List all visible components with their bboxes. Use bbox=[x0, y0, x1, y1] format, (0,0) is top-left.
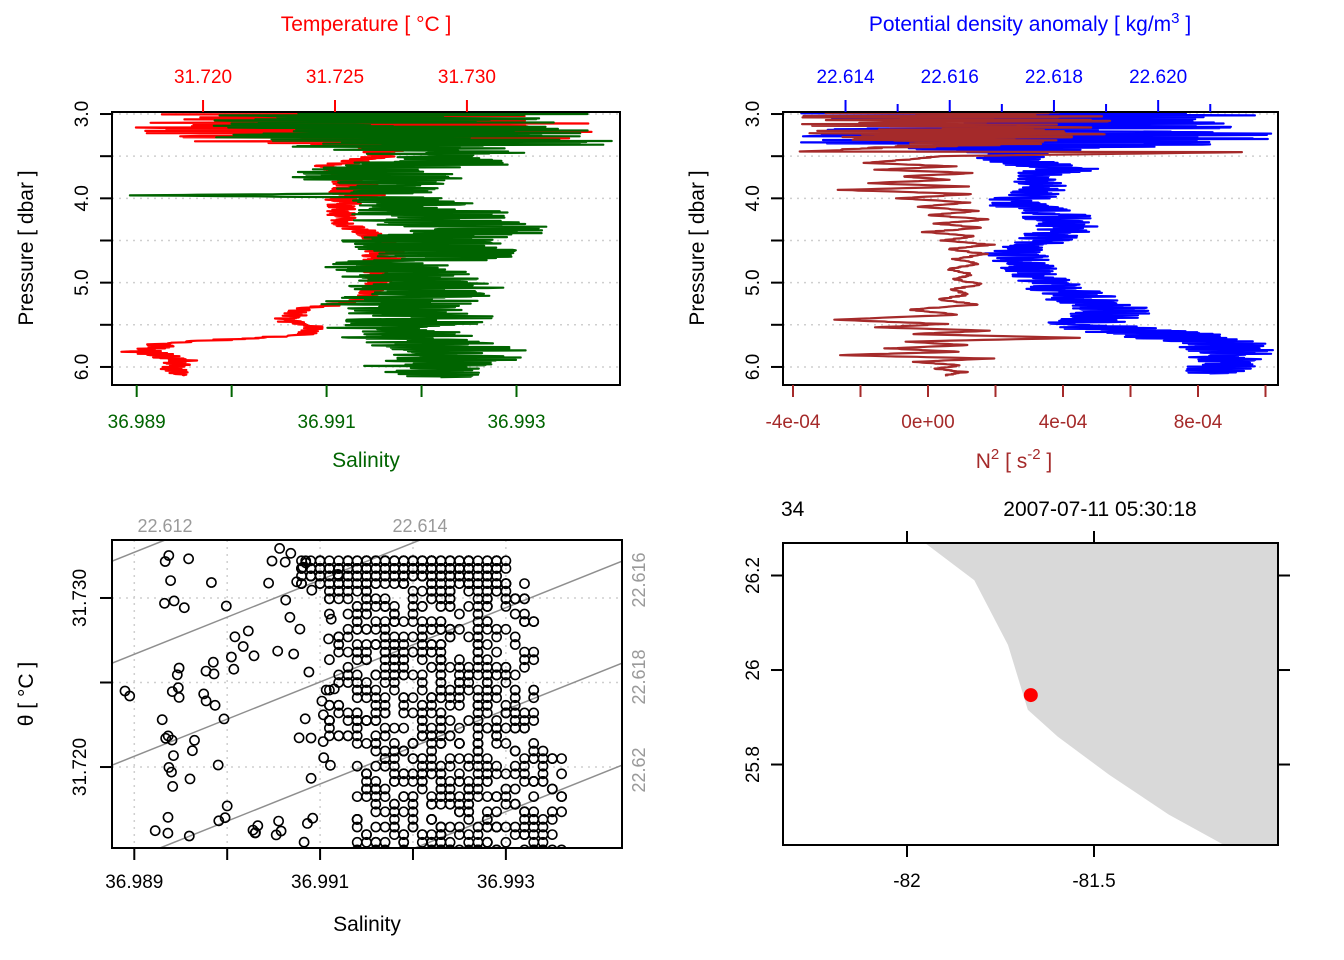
svg-text:36.991: 36.991 bbox=[298, 412, 356, 433]
svg-text:6.0: 6.0 bbox=[743, 354, 764, 380]
svg-text:-81.5: -81.5 bbox=[1072, 871, 1115, 892]
svg-text:31.720: 31.720 bbox=[174, 67, 232, 88]
svg-text:36.989: 36.989 bbox=[105, 872, 163, 893]
svg-text:5.0: 5.0 bbox=[743, 269, 764, 295]
svg-text:31.725: 31.725 bbox=[306, 67, 364, 88]
svg-text:3.0: 3.0 bbox=[72, 101, 93, 127]
station-number-label: 34 bbox=[781, 498, 805, 521]
svg-text:31.720: 31.720 bbox=[70, 738, 91, 796]
svg-text:22.616: 22.616 bbox=[921, 67, 979, 88]
svg-text:-4e-04: -4e-04 bbox=[766, 412, 821, 433]
svg-text:4e-04: 4e-04 bbox=[1039, 412, 1088, 433]
svg-text:0e+00: 0e+00 bbox=[901, 412, 954, 433]
n2-axis-title: N2 [ s-2 ] bbox=[976, 446, 1053, 473]
panel-temperature-salinity-profile: 3.0 4.0 5.0 6.0 31.720 31.725 31.730 36.989 36.9… bbox=[72, 67, 621, 433]
svg-text:26: 26 bbox=[743, 659, 764, 680]
svg-text:36.993: 36.993 bbox=[477, 872, 535, 893]
svg-text:22.612: 22.612 bbox=[137, 516, 192, 536]
svg-text:22.620: 22.620 bbox=[1129, 67, 1187, 88]
svg-text:36.993: 36.993 bbox=[487, 412, 545, 433]
salinity-axis-title-top-left: Salinity bbox=[332, 449, 400, 472]
svg-text:4.0: 4.0 bbox=[743, 185, 764, 211]
svg-text:31.730: 31.730 bbox=[70, 569, 91, 627]
svg-text:36.989: 36.989 bbox=[108, 412, 166, 433]
svg-text:31.730: 31.730 bbox=[438, 67, 496, 88]
pressure-axis-title-left: Pressure [ dbar ] bbox=[15, 170, 38, 325]
svg-text:22.616: 22.616 bbox=[629, 552, 649, 607]
density-axis-title: Potential density anomaly [ kg/m3 ] bbox=[869, 10, 1191, 36]
svg-text:6.0: 6.0 bbox=[72, 354, 93, 380]
panel-ts-diagram: 22.612 22.614 22.616 22.618 22.62 36.989 36.99… bbox=[70, 516, 649, 893]
panel-station-map: -82 -81.5 26.2 26 25.8 bbox=[743, 531, 1290, 892]
svg-text:8e-04: 8e-04 bbox=[1174, 412, 1223, 433]
svg-text:25.8: 25.8 bbox=[743, 746, 764, 783]
panel-density-n2-profile: 3.0 4.0 5.0 6.0 22.614 22.616 22.618 22.620 -4e-… bbox=[743, 67, 1279, 433]
svg-text:26.2: 26.2 bbox=[743, 557, 764, 594]
svg-text:22.614: 22.614 bbox=[816, 67, 875, 88]
station-marker bbox=[1023, 688, 1038, 703]
svg-text:-82: -82 bbox=[893, 871, 920, 892]
pressure-axis-title-right-panel: Pressure [ dbar ] bbox=[686, 170, 709, 325]
svg-text:36.991: 36.991 bbox=[291, 872, 349, 893]
svg-text:22.618: 22.618 bbox=[1025, 67, 1083, 88]
svg-text:3.0: 3.0 bbox=[743, 101, 764, 127]
svg-text:22.618: 22.618 bbox=[629, 649, 649, 704]
svg-text:4.0: 4.0 bbox=[72, 185, 93, 211]
temperature-axis-title: Temperature [ °C ] bbox=[281, 13, 452, 36]
svg-text:5.0: 5.0 bbox=[72, 269, 93, 295]
salinity-axis-title-bottom-left: Salinity bbox=[333, 913, 401, 936]
svg-text:22.614: 22.614 bbox=[392, 516, 447, 536]
svg-text:22.62: 22.62 bbox=[629, 747, 649, 792]
theta-axis-title: θ [ °C ] bbox=[15, 662, 38, 726]
station-datetime-label: 2007-07-11 05:30:18 bbox=[1003, 498, 1196, 521]
